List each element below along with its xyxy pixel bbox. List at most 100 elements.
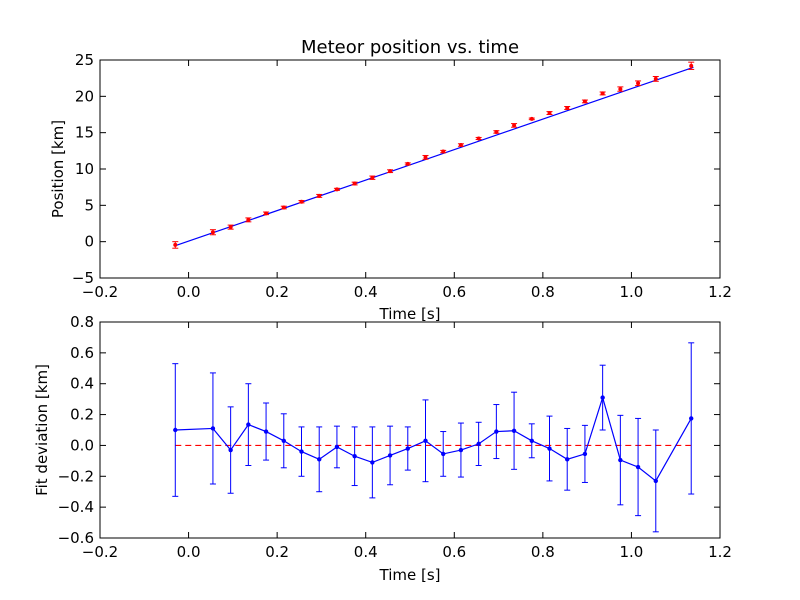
deviation-point xyxy=(547,446,552,451)
deviation-point xyxy=(352,454,357,459)
y-tick-label: −5 xyxy=(72,269,94,287)
deviation-point xyxy=(600,395,605,400)
data-point xyxy=(228,225,233,230)
x-tick-label: 0.6 xyxy=(442,283,466,301)
y-tick-label: 0.6 xyxy=(70,344,94,362)
x-tick-label: 0.8 xyxy=(531,543,555,561)
x-tick-label: 0.6 xyxy=(442,543,466,561)
deviation-ticks: −0.2 0.0 0.2 0.4 0.6 0.8 1.0 1.2 −0.6 −0.4 −0.2 0.0… xyxy=(58,313,732,561)
y-tick-label: 0.8 xyxy=(70,313,94,331)
data-point xyxy=(494,129,499,134)
x-tick-label: −0.2 xyxy=(82,283,118,301)
x-tick-label: 1.0 xyxy=(619,543,643,561)
x-tick-label: 0.0 xyxy=(177,283,201,301)
position-panel: Meteor position vs. time −0.2 0.0 0.2 0.4 0.… xyxy=(49,37,732,323)
deviation-axes-frame xyxy=(99,321,721,539)
x-tick-label: 1.0 xyxy=(619,283,643,301)
data-point xyxy=(512,123,517,128)
position-y-axis-label: Position [km] xyxy=(49,120,67,218)
deviation-marks xyxy=(172,342,695,533)
data-point xyxy=(476,136,481,141)
deviation-panel: −0.2 0.0 0.2 0.4 0.6 0.8 1.0 1.2 −0.6 −0.4 −0.2 0.0… xyxy=(33,313,732,584)
y-tick-label: 0.4 xyxy=(70,375,94,393)
x-tick-label: −0.2 xyxy=(82,543,118,561)
data-point xyxy=(352,181,357,186)
deviation-point xyxy=(173,427,178,433)
deviation-point xyxy=(246,422,251,427)
data-point xyxy=(636,81,641,86)
y-tick-label: 20 xyxy=(75,87,94,105)
data-point xyxy=(299,199,304,204)
y-tick-label: −0.4 xyxy=(58,498,94,516)
position-x-axis-label: Time [s] xyxy=(379,305,441,323)
data-point xyxy=(565,105,570,110)
fit-line xyxy=(175,66,694,247)
data-point xyxy=(210,230,215,235)
y-tick-label: 25 xyxy=(75,51,94,69)
position-marks xyxy=(172,61,695,249)
data-point xyxy=(547,111,552,116)
x-tick-label: 0.2 xyxy=(265,543,289,561)
deviation-point xyxy=(263,429,269,434)
deviation-point xyxy=(299,449,304,454)
data-point xyxy=(529,116,534,121)
deviation-point xyxy=(565,457,570,462)
deviation-point xyxy=(689,416,694,421)
deviation-point xyxy=(210,426,216,431)
data-point xyxy=(281,205,286,210)
deviation-point xyxy=(281,438,286,443)
deviation-point xyxy=(653,478,658,484)
deviation-point xyxy=(635,464,641,470)
deviation-point xyxy=(582,451,588,457)
deviation-point xyxy=(494,429,499,434)
deviation-point xyxy=(476,441,481,447)
data-point xyxy=(173,242,178,247)
data-point xyxy=(370,175,375,180)
deviation-point xyxy=(511,428,517,433)
y-tick-label: 0.0 xyxy=(70,436,94,454)
y-tick-label: −0.2 xyxy=(58,467,94,485)
x-tick-label: 0.4 xyxy=(354,283,378,301)
data-point xyxy=(618,87,623,92)
y-tick-label: −0.6 xyxy=(58,529,94,547)
data-point xyxy=(334,187,339,192)
position-ticks: −0.2 0.0 0.2 0.4 0.6 0.8 1.0 1.2 −5 0 5 10 15 20 25 xyxy=(72,51,732,301)
x-tick-label: 0.8 xyxy=(531,283,555,301)
x-tick-label: 1.2 xyxy=(708,283,732,301)
deviation-point xyxy=(529,438,534,443)
data-point xyxy=(689,63,694,68)
x-tick-label: 1.2 xyxy=(708,543,732,561)
deviation-point xyxy=(228,447,233,453)
data-point xyxy=(405,161,410,166)
x-tick-label: 0.4 xyxy=(354,543,378,561)
data-point xyxy=(264,211,269,216)
deviation-point xyxy=(334,444,340,450)
y-tick-label: 0.2 xyxy=(70,406,94,424)
deviation-point xyxy=(317,457,322,462)
deviation-point xyxy=(405,446,410,451)
position-axes-frame xyxy=(99,59,721,279)
data-point xyxy=(246,217,251,222)
y-tick-label: 0 xyxy=(84,233,94,251)
deviation-point xyxy=(387,453,393,458)
data-point xyxy=(388,169,393,174)
data-point xyxy=(653,76,658,81)
y-tick-label: 10 xyxy=(75,160,94,178)
x-tick-label: 0.0 xyxy=(177,543,201,561)
data-point xyxy=(582,99,587,104)
deviation-point xyxy=(458,447,464,453)
deviation-x-axis-label: Time [s] xyxy=(379,566,441,584)
data-point xyxy=(600,91,605,96)
y-tick-label: 5 xyxy=(84,196,94,214)
deviation-series-line xyxy=(175,395,692,482)
x-tick-label: 0.2 xyxy=(265,283,289,301)
y-tick-label: 15 xyxy=(75,124,94,142)
position-chart-title: Meteor position vs. time xyxy=(301,37,519,58)
data-point xyxy=(441,149,446,154)
deviation-point xyxy=(423,438,428,443)
deviation-point xyxy=(370,460,375,465)
deviation-point xyxy=(441,451,446,457)
deviation-point xyxy=(618,457,623,463)
data-point xyxy=(317,193,322,198)
